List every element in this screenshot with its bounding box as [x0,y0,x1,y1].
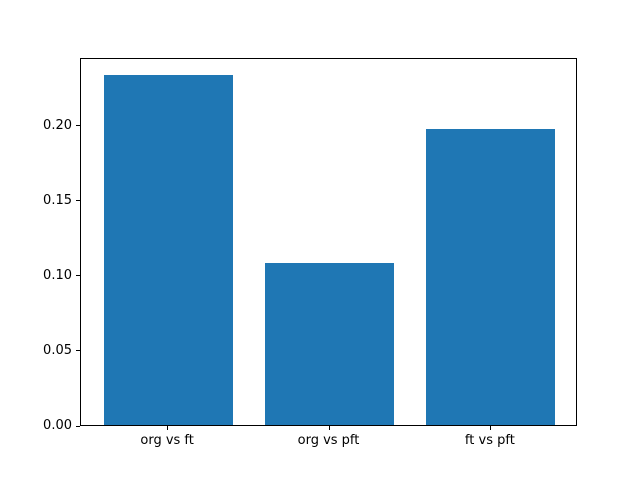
y-tick-label: 0.15 [43,192,72,208]
bar-org-vs-ft [103,75,233,425]
y-tick-label: 0.20 [43,117,72,133]
y-tick-mark [76,425,80,427]
y-tick-label: 0.00 [43,418,72,433]
x-tick-mark [167,426,169,430]
y-tick-mark [76,275,80,277]
bar-org-vs-pft [264,262,395,425]
x-tick-mark [489,426,491,430]
x-tick-mark [328,426,330,430]
x-tick-label: ft vs pft [464,433,515,448]
bar-ft-vs-pft [426,129,556,425]
x-tick-label: org vs ft [140,433,194,448]
y-tick-mark [76,125,80,127]
y-tick-label: 0.10 [43,267,72,283]
y-tick-label: 0.05 [43,342,72,358]
x-tick-label: org vs pft [297,433,360,448]
y-tick-mark [76,200,80,202]
y-tick-mark [76,350,80,352]
plot-area [80,58,577,426]
